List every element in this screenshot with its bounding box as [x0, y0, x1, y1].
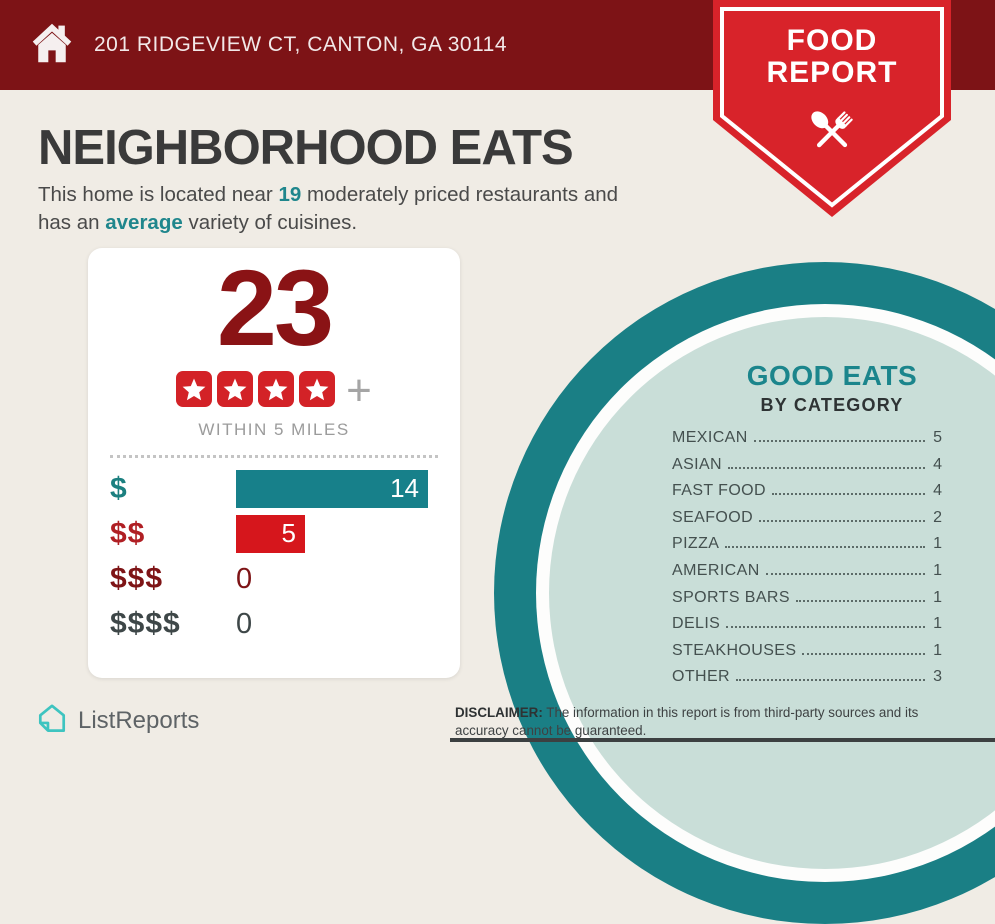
category-value: 1 [933, 615, 942, 633]
disclaimer-label: DISCLAIMER: [455, 705, 543, 720]
category-label: PIZZA [672, 535, 720, 553]
category-label: DELIS [672, 615, 721, 633]
bar-track: 14 [236, 469, 440, 508]
bar-track: 0 [236, 605, 440, 643]
price-row: $$ 5 [110, 511, 440, 556]
category-value: 4 [933, 455, 942, 473]
fork-and-spoon-icon [800, 100, 864, 169]
category-value: 5 [933, 429, 942, 446]
star-icon [299, 370, 336, 412]
good-eats-title: GOOD EATS [746, 360, 918, 391]
category-label: OTHER [672, 668, 730, 686]
card-divider [110, 455, 438, 458]
dotted-leader [725, 546, 925, 549]
price-row: $$$$ 0 [110, 601, 440, 646]
category-value: 4 [933, 482, 942, 500]
category-row: FAST FOOD 4 [672, 482, 942, 509]
dotted-leader [765, 572, 925, 575]
rating-stars-row: + [88, 366, 460, 415]
page-title: NEIGHBORHOOD EATS [38, 121, 574, 175]
price-level-label: $$ [110, 516, 146, 550]
bar-value-zero: 0 [236, 562, 253, 595]
variety-highlight: average [105, 210, 183, 234]
category-row: SEAFOOD 2 [672, 509, 942, 536]
restaurant-summary-card: 23 + WITHIN 5 MILES $14 $$ 5 $$$ 0 $$$$ 0 [88, 248, 460, 678]
category-list: MEXICAN 5 ASIAN 4 FAST FOOD 4 SEAFOOD 2 PIZZA 1 AM… [672, 429, 942, 695]
category-row: PIZZA 1 [672, 535, 942, 562]
plus-sign: + [346, 366, 372, 415]
category-label: MEXICAN [672, 429, 748, 446]
category-label: ASIAN [672, 455, 723, 473]
dotted-leader [759, 519, 925, 522]
category-row: OTHER 3 [672, 668, 942, 695]
bar: 5 [236, 514, 305, 553]
price-bars: $14 $$ 5 $$$ 0 $$$$ 0 [88, 458, 460, 646]
intro-paragraph: This home is located near 19 moderately … [38, 181, 618, 236]
star-icon [176, 370, 213, 412]
category-row: STEAKHOUSES 1 [672, 642, 942, 669]
category-row: SPORTS BARS 1 [672, 589, 942, 616]
star-icon [217, 370, 254, 412]
total-restaurant-count: 23 [216, 247, 334, 368]
ribbon-title-line1: FOOD [786, 24, 878, 57]
price-level-label: $$$ [110, 561, 164, 595]
disclaimer-text: DISCLAIMER: The information in this repo… [455, 705, 919, 739]
bar-track: 0 [236, 560, 440, 598]
listreports-logo: ListReports [34, 699, 199, 742]
category-value: 1 [933, 535, 942, 553]
ribbon-title-line2: REPORT [766, 55, 898, 89]
bar: 14 [236, 469, 428, 508]
dotted-leader [726, 626, 925, 629]
price-row: $$$ 0 [110, 556, 440, 601]
price-row: $14 [110, 466, 440, 511]
price-level-label: $$$$ [110, 606, 181, 640]
category-value: 3 [933, 668, 942, 686]
intro-line2: has an average variety of cuisines. [38, 210, 358, 234]
category-label: SPORTS BARS [672, 588, 790, 606]
category-row: AMERICAN 1 [672, 562, 942, 589]
food-report-ribbon: FOOD REPORT [713, 0, 951, 217]
radius-label: WITHIN 5 MILES [198, 420, 350, 439]
dotted-leader [728, 466, 925, 469]
category-value: 1 [933, 641, 942, 659]
bar-track: 5 [236, 514, 440, 553]
price-level-label: $ [110, 471, 128, 505]
bar-value-zero: 0 [236, 607, 253, 640]
good-eats-header: GOOD EATS BY CATEGORY [672, 360, 992, 416]
category-row: DELIS 1 [672, 615, 942, 642]
category-row: MEXICAN 5 [672, 429, 942, 456]
category-label: STEAKHOUSES [672, 641, 797, 659]
category-row: ASIAN 4 [672, 456, 942, 483]
home-icon [30, 19, 74, 72]
dotted-leader [753, 440, 925, 442]
good-eats-subtitle: BY CATEGORY [760, 395, 904, 415]
property-address: 201 RIDGEVIEW CT, CANTON, GA 30114 [94, 33, 508, 56]
category-value: 1 [933, 561, 942, 579]
ribbon-banner-shape [713, 0, 951, 217]
ribbon-title: FOOD REPORT [713, 25, 951, 89]
category-label: AMERICAN [672, 561, 760, 579]
category-label: SEAFOOD [672, 508, 754, 526]
dotted-leader [736, 679, 925, 682]
bottom-edge-strip [450, 738, 995, 742]
listreports-house-icon [34, 699, 70, 742]
dotted-leader [795, 599, 925, 602]
restaurant-count-highlight: 19 [278, 183, 302, 206]
dotted-leader [771, 493, 925, 496]
intro-line1: This home is located near 19 moderately … [38, 183, 619, 206]
category-label: FAST FOOD [672, 482, 766, 500]
category-value: 1 [933, 588, 942, 606]
brand-name: ListReports [78, 706, 200, 734]
dotted-leader [802, 652, 925, 655]
category-value: 2 [933, 508, 942, 526]
star-icon [258, 370, 295, 412]
